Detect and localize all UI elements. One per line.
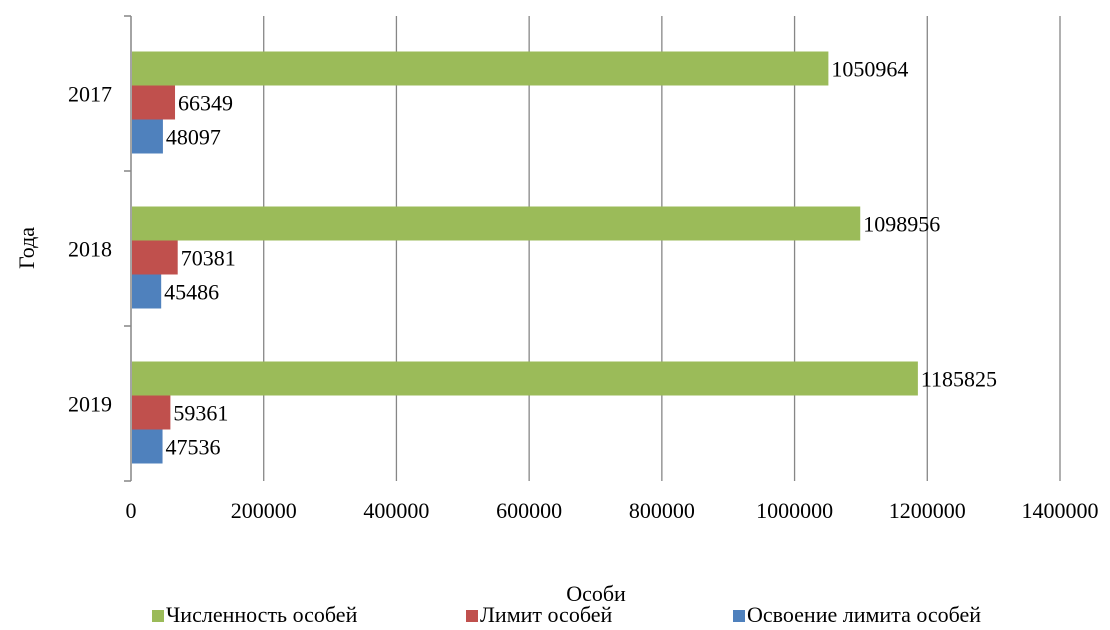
legend-label: Освоение лимита особей (747, 602, 981, 627)
y-axis-ticks: 2017 2018 2019 (68, 15, 131, 482)
data-label: 1050964 (831, 57, 908, 82)
legend: Численность особей Лимит особей Освоение л… (152, 602, 981, 627)
y-axis-title: Года (14, 227, 39, 269)
bar (132, 361, 918, 396)
data-label: 48097 (166, 125, 221, 150)
data-labels: 1050964 66349 48097 1098956 70381 45486 118582… (164, 57, 997, 460)
x-tick-label: 1200000 (889, 498, 966, 523)
legend-swatch (152, 610, 164, 622)
data-label: 1185825 (921, 367, 997, 392)
gridlines (263, 16, 1061, 481)
bar (132, 274, 162, 309)
data-label: 59361 (173, 401, 228, 426)
x-tick-label: 1000000 (756, 498, 833, 523)
y-tick-label: 2019 (68, 392, 112, 417)
data-label: 66349 (178, 91, 233, 116)
bar (132, 206, 861, 241)
x-axis-ticks: 0 200000 400000 600000 800000 1000000 1200000 1… (126, 498, 1099, 523)
legend-swatch (466, 610, 478, 622)
x-tick-label: 1400000 (1022, 498, 1099, 523)
y-tick-label: 2018 (68, 237, 112, 262)
y-tick-label: 2017 (68, 82, 112, 107)
legend-label: Численность особей (166, 602, 358, 627)
bar (132, 395, 171, 430)
x-tick-label: 200000 (231, 498, 297, 523)
legend-swatch (733, 610, 745, 622)
data-label: 45486 (164, 280, 219, 305)
bar (132, 119, 163, 154)
data-label: 47536 (166, 435, 221, 460)
bar (132, 51, 829, 86)
data-label: 70381 (181, 246, 236, 271)
x-tick-label: 800000 (629, 498, 695, 523)
x-axis-title: Особи (566, 581, 626, 606)
bar (132, 240, 178, 275)
x-tick-label: 0 (126, 498, 137, 523)
x-tick-label: 600000 (496, 498, 562, 523)
bars (132, 51, 918, 464)
x-tick-label: 400000 (363, 498, 429, 523)
bar (132, 85, 176, 120)
data-label: 1098956 (863, 212, 940, 237)
bar (132, 429, 163, 464)
legend-label: Лимит особей (480, 602, 612, 627)
